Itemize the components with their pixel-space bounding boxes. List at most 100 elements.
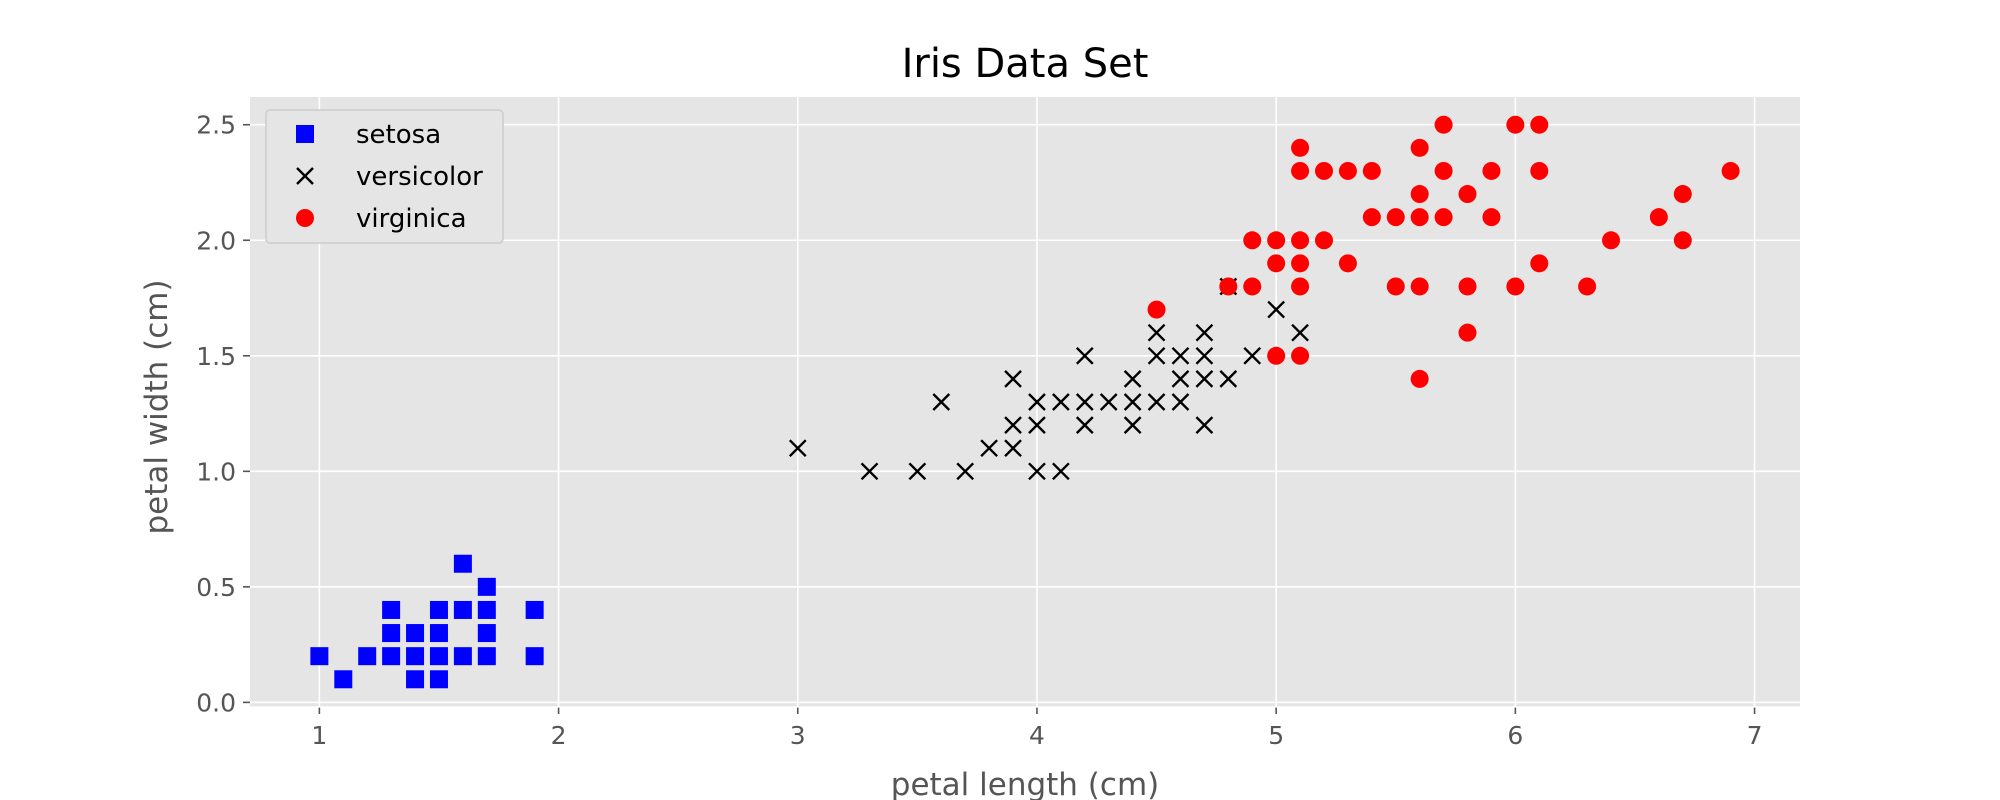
versicolor-point — [980, 439, 998, 458]
virginica-point — [1338, 254, 1357, 273]
virginica-point — [1530, 161, 1549, 180]
virginica-point — [1410, 369, 1429, 388]
virginica-point — [1458, 277, 1477, 296]
y-tick-label: 0.0 — [196, 688, 236, 717]
y-tick-label: 2.0 — [196, 226, 236, 255]
virginica-point — [1267, 346, 1286, 365]
y-tick-label: 2.5 — [196, 111, 236, 140]
virginica-point — [1147, 300, 1166, 319]
virginica-point — [1530, 115, 1549, 134]
versicolor-point-stroke — [1195, 370, 1214, 388]
x-tick-label: 5 — [1268, 721, 1284, 750]
virginica-point — [1362, 208, 1381, 227]
versicolor-point-stroke — [908, 462, 927, 481]
plot-area — [250, 97, 1800, 707]
versicolor-point-stroke — [1004, 370, 1022, 388]
versicolor-point-stroke — [1052, 393, 1070, 411]
x-axis-label: petal length (cm) — [891, 767, 1159, 800]
versicolor-point-stroke — [1028, 416, 1046, 434]
versicolor-point-stroke — [956, 462, 975, 481]
versicolor-point-stroke — [1243, 346, 1262, 365]
virginica-point — [1721, 161, 1740, 180]
versicolor-point — [1147, 346, 1166, 365]
setosa-point — [382, 647, 401, 666]
setosa-point — [453, 554, 472, 573]
virginica-point — [1267, 231, 1286, 250]
setosa-point — [358, 647, 377, 666]
versicolor-point-stroke — [1219, 370, 1238, 388]
versicolor-point-stroke — [1075, 393, 1094, 411]
setosa-point — [477, 577, 496, 596]
virginica-point — [1243, 277, 1262, 296]
versicolor-point-stroke — [1171, 346, 1190, 365]
y-tick-label: 1.0 — [196, 457, 236, 486]
versicolor-point-stroke — [1123, 416, 1142, 434]
virginica-point — [1410, 277, 1429, 296]
x-tick-label: 2 — [551, 721, 567, 750]
virginica-point — [1386, 208, 1405, 227]
versicolor-point-stroke — [1052, 462, 1070, 481]
virginica-point — [1314, 231, 1333, 250]
grid-lines — [250, 97, 1800, 707]
versicolor-point-stroke — [1028, 393, 1046, 411]
virginica-point — [1649, 208, 1668, 227]
virginica-point — [1362, 161, 1381, 180]
versicolor-point — [860, 462, 879, 481]
virginica-point — [1602, 231, 1621, 250]
virginica-point — [1673, 231, 1692, 250]
setosa-point — [525, 647, 544, 666]
versicolor-point — [956, 462, 975, 481]
x-tick-label: 3 — [790, 721, 806, 750]
versicolor-point — [1267, 300, 1286, 319]
versicolor-point — [1052, 462, 1070, 481]
legend: setosa versicolor virginica — [265, 109, 504, 244]
versicolor-point — [1075, 346, 1094, 365]
versicolor-point — [1004, 439, 1022, 458]
versicolor-point-stroke — [1267, 300, 1286, 319]
virginica-point — [1434, 115, 1453, 134]
versicolor-point — [1171, 370, 1190, 388]
versicolor-point — [1195, 416, 1214, 434]
legend-label-setosa: setosa — [356, 120, 441, 150]
versicolor-point — [1171, 393, 1190, 411]
virginica-point — [1578, 277, 1597, 296]
versicolor-point-stroke — [860, 462, 879, 481]
versicolor-point — [1028, 462, 1046, 481]
versicolor-point-stroke — [1171, 370, 1190, 388]
versicolor-point-stroke — [1171, 393, 1190, 411]
legend-frame — [265, 109, 504, 244]
virginica-point — [1482, 161, 1501, 180]
versicolor-point — [932, 393, 951, 411]
versicolor-point-stroke — [1099, 393, 1118, 411]
virginica-point — [1434, 161, 1453, 180]
virginica-point — [1243, 231, 1262, 250]
setosa-point — [525, 600, 544, 619]
versicolor-point — [1099, 393, 1118, 411]
versicolor-point-stroke — [1028, 462, 1046, 481]
versicolor-point — [1075, 416, 1094, 434]
versicolor-point — [908, 462, 927, 481]
versicolor-point-stroke — [1195, 416, 1214, 434]
versicolor-point — [1243, 346, 1262, 365]
legend-label-virginica: virginica — [356, 204, 467, 234]
legend-marker-versicolor-stroke — [296, 167, 314, 185]
setosa-point — [382, 600, 401, 619]
axes: 1 2 3 4 5 6 7 0.0 0.5 1.0 1.5 2.0 2.5 — [196, 111, 1800, 750]
virginica-point — [1434, 208, 1453, 227]
versicolor-point — [1195, 346, 1214, 365]
setosa-point — [406, 647, 425, 666]
versicolor-point — [1123, 370, 1142, 388]
setosa-point — [406, 670, 425, 689]
versicolor-point — [1195, 370, 1214, 388]
y-tick-label: 1.5 — [196, 342, 236, 371]
versicolor-point-stroke — [1147, 346, 1166, 365]
data-points — [310, 115, 1740, 689]
versicolor-point-stroke — [1004, 416, 1022, 434]
virginica-point — [1291, 138, 1310, 157]
setosa-point — [429, 624, 448, 643]
versicolor-point — [1004, 370, 1022, 388]
virginica-point — [1386, 277, 1405, 296]
versicolor-point-stroke — [1123, 393, 1142, 411]
versicolor-point-stroke — [1147, 323, 1166, 342]
